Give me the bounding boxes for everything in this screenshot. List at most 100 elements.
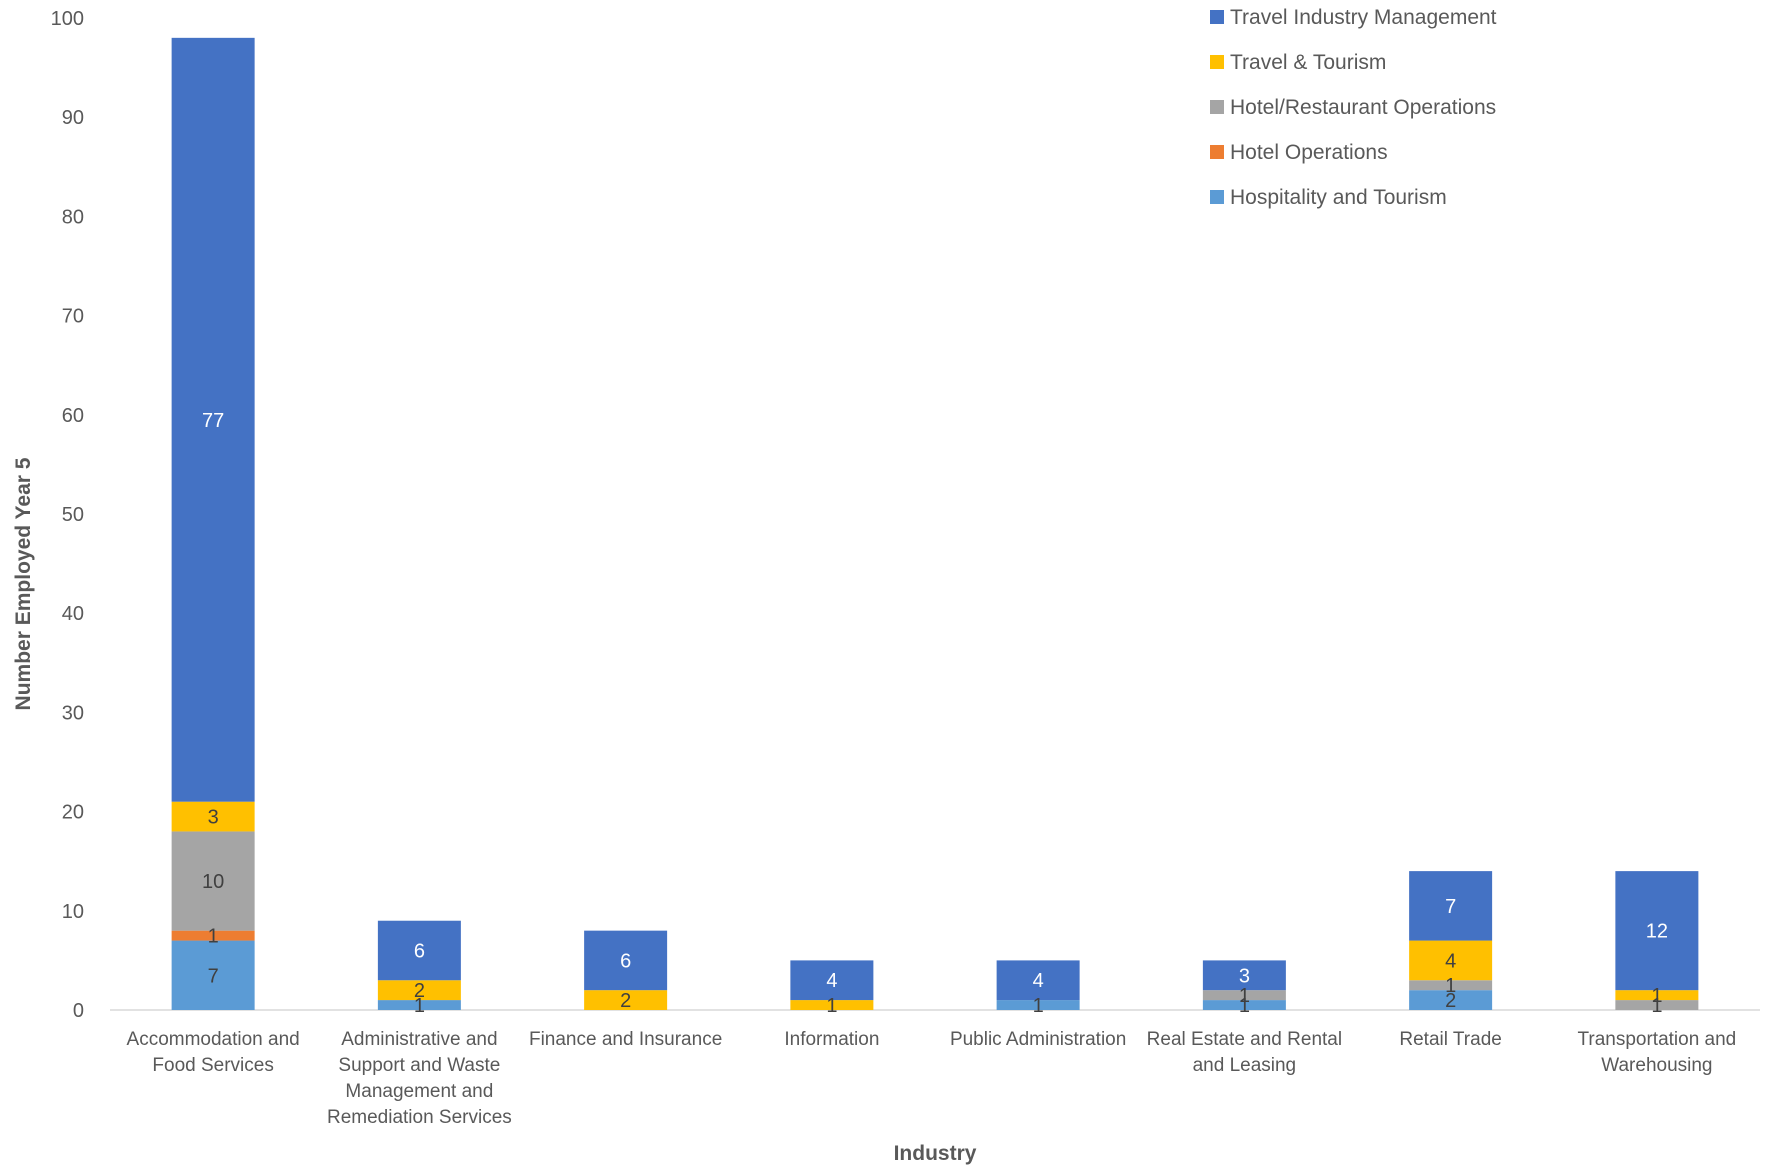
data-label: 1 [414,995,425,1017]
data-label: 10 [202,871,224,893]
x-axis-title: Industry [894,1142,977,1165]
y-axis: 0 10 20 30 40 50 60 70 80 90 100 [51,8,84,1022]
x-tick-label: Finance and Insurance [529,1029,722,1050]
x-tick-label-line: Transportation and [1577,1029,1736,1050]
x-tick-label-line: and Leasing [1193,1055,1297,1076]
x-tick-label: Information [784,1029,879,1050]
bar-segment [377,980,461,1001]
bar-segment [171,940,255,1010]
legend-label: Travel Industry Management [1230,6,1497,29]
bar-segment [1615,871,1699,991]
bar-segment [1202,1000,1286,1010]
legend-label: Travel & Tourism [1230,51,1386,74]
bar-segment [1615,1000,1699,1010]
data-label: 6 [620,950,631,972]
data-label: 1 [1239,995,1250,1017]
x-tick-label: Accommodation and Food Services [127,1029,300,1076]
y-tick-label: 70 [62,306,84,328]
bar-segment [790,1000,874,1010]
data-label: 2 [1445,990,1456,1012]
legend-swatch [1210,100,1224,114]
legend-swatch [1210,145,1224,159]
data-label: 6 [414,940,425,962]
bars-group [171,37,1699,1010]
x-tick-label-line: Management and [345,1081,493,1102]
x-tick-label-line: Warehousing [1601,1055,1712,1076]
data-label: 2 [620,990,631,1012]
x-tick-label: Retail Trade [1399,1029,1501,1050]
data-label: 1 [1651,995,1662,1017]
x-tick-label-line: Accommodation and [127,1029,300,1050]
data-label: 1 [826,995,837,1017]
legend-label: Hotel Operations [1230,141,1388,164]
y-tick-label: 50 [62,504,84,526]
y-tick-label: 20 [62,802,84,824]
y-tick-label: 40 [62,603,84,625]
data-label: 1 [1651,985,1662,1007]
bar-segment [1409,980,1493,991]
y-tick-label: 80 [62,206,84,228]
bar-segment [171,930,255,941]
y-axis-title: Number Employed Year 5 [12,457,35,710]
bar-segment [1409,871,1493,941]
bar-segment [584,930,668,991]
x-tick-label-line: Administrative and [341,1029,497,1050]
x-tick-label-line: Finance and Insurance [529,1029,722,1050]
y-tick-label: 100 [51,8,84,30]
data-label: 77 [202,410,224,432]
x-tick-label-line: Real Estate and Rental [1147,1029,1342,1050]
bar-segment [1202,960,1286,991]
data-label: 4 [1445,950,1456,972]
y-tick-label: 10 [62,901,84,923]
x-tick-label: Public Administration [950,1029,1126,1050]
data-label: 4 [826,970,837,992]
data-label: 1 [208,926,219,948]
y-tick-label: 90 [62,107,84,129]
bar-segment [1409,990,1493,1010]
legend-swatch [1210,190,1224,204]
bar-segment [996,1000,1080,1010]
legend-label: Hotel/Restaurant Operations [1230,96,1496,119]
x-axis-categories: Accommodation and Food Services Administra… [127,1029,1737,1128]
legend-label: Hospitality and Tourism [1230,186,1447,209]
data-label: 7 [208,965,219,987]
data-label: 1 [1445,975,1456,997]
bar-segment [1202,990,1286,1001]
x-tick-label: Administrative and Support and Waste Manag… [327,1029,512,1128]
y-tick-label: 60 [62,405,84,427]
data-label: 3 [1239,965,1250,987]
bar-segment [171,801,255,832]
x-tick-label: Transportation and Warehousing [1577,1029,1736,1076]
y-tick-label: 30 [62,702,84,724]
x-tick-label: Real Estate and Rental and Leasing [1147,1029,1342,1076]
x-tick-label-line: Public Administration [950,1029,1126,1050]
bar-segment [790,960,874,1001]
data-label: 7 [1445,896,1456,918]
data-label: 2 [414,980,425,1002]
data-label: 3 [208,807,219,829]
bar-segment [171,37,255,802]
data-label: 4 [1033,970,1044,992]
x-tick-label-line: Information [784,1029,879,1050]
legend-swatch [1210,10,1224,24]
x-tick-label-line: Remediation Services [327,1107,512,1128]
data-label: 1 [1033,995,1044,1017]
bar-segment [996,960,1080,1001]
x-tick-label-line: Retail Trade [1399,1029,1501,1050]
x-tick-label-line: Support and Waste [338,1055,500,1076]
data-label: 12 [1646,921,1668,943]
y-tick-label: 0 [73,1000,84,1022]
legend: Travel Industry Management Travel & Touri… [1210,6,1497,209]
bar-segment [377,920,461,981]
bar-segment [1409,940,1493,981]
bar-segment [584,990,668,1010]
bar-segment [1615,990,1699,1001]
bar-segment [377,1000,461,1010]
x-tick-label-line: Food Services [152,1055,273,1076]
data-label: 1 [1239,985,1250,1007]
legend-swatch [1210,55,1224,69]
bar-segment [171,831,255,931]
